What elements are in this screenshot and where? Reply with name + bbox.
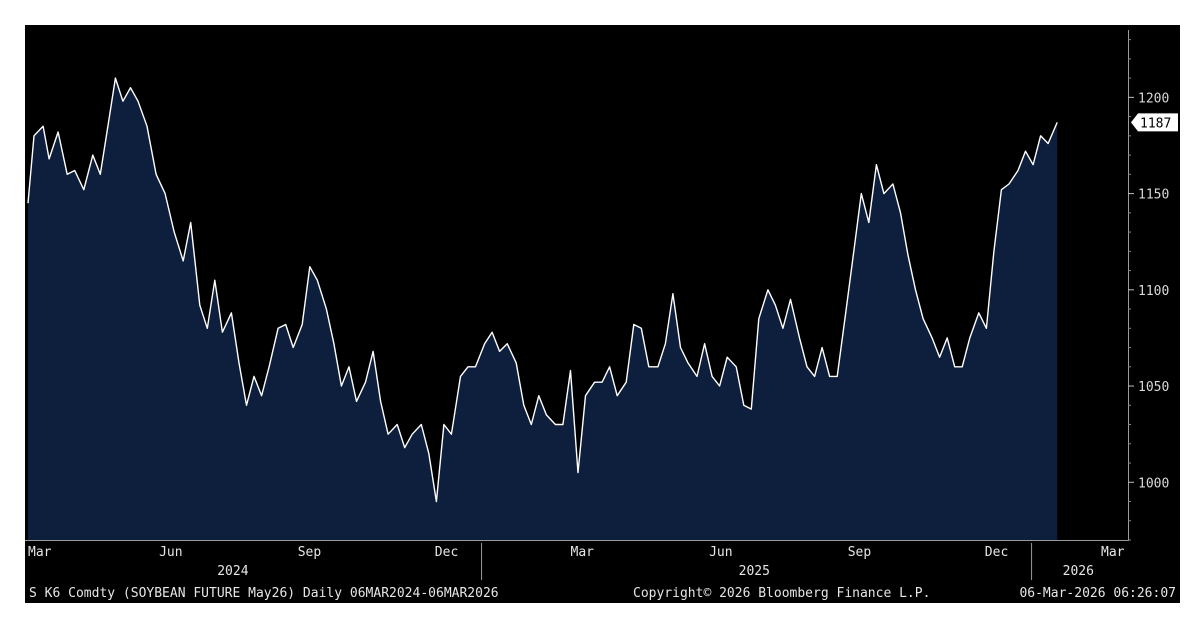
x-tick-label: Mar	[1101, 545, 1125, 560]
y-tick-label: 1150	[1138, 188, 1169, 203]
price-area-fill	[28, 78, 1058, 540]
x-tick-label: Sep	[848, 545, 872, 560]
x-tick-label: Mar	[571, 545, 595, 560]
x-tick-label: Dec	[985, 545, 1008, 560]
footer-timestamp: 06-Mar-2026 06:26:07	[1019, 586, 1176, 601]
price-line	[27, 77, 1058, 503]
plot-area	[27, 77, 1058, 540]
last-value-label: 1187	[1140, 116, 1171, 131]
y-tick-label: 1000	[1138, 476, 1169, 491]
x-year-label: 2024	[217, 564, 248, 579]
footer-ticker: S K6 Comdty (SOYBEAN FUTURE May26) Daily…	[29, 586, 499, 601]
x-tick-label: Sep	[298, 545, 322, 560]
x-tick-label: Jun	[709, 545, 732, 560]
y-tick-label: 1100	[1138, 284, 1169, 299]
footer: S K6 Comdty (SOYBEAN FUTURE May26) Daily…	[29, 586, 1176, 601]
x-tick-label: Jun	[159, 545, 182, 560]
axes: 1000 1050 1100 1150 1200 1187 Mar Jun Sep Dec Mar J…	[25, 30, 1178, 580]
x-year-label: 2026	[1063, 564, 1094, 579]
price-chart: 1000 1050 1100 1150 1200 1187 Mar Jun Sep Dec Mar J…	[25, 30, 1178, 601]
y-tick-label: 1200	[1138, 91, 1169, 106]
chart-frame: 1000 1050 1100 1150 1200 1187 Mar Jun Sep Dec Mar J…	[25, 25, 1180, 603]
x-tick-label: Dec	[435, 545, 458, 560]
last-value-tag	[1131, 113, 1178, 132]
x-tick-label: Mar	[28, 545, 52, 560]
y-tick-label: 1050	[1138, 380, 1169, 395]
footer-copyright: Copyright© 2026 Bloomberg Finance L.P.	[633, 586, 930, 601]
x-year-label: 2025	[739, 564, 770, 579]
